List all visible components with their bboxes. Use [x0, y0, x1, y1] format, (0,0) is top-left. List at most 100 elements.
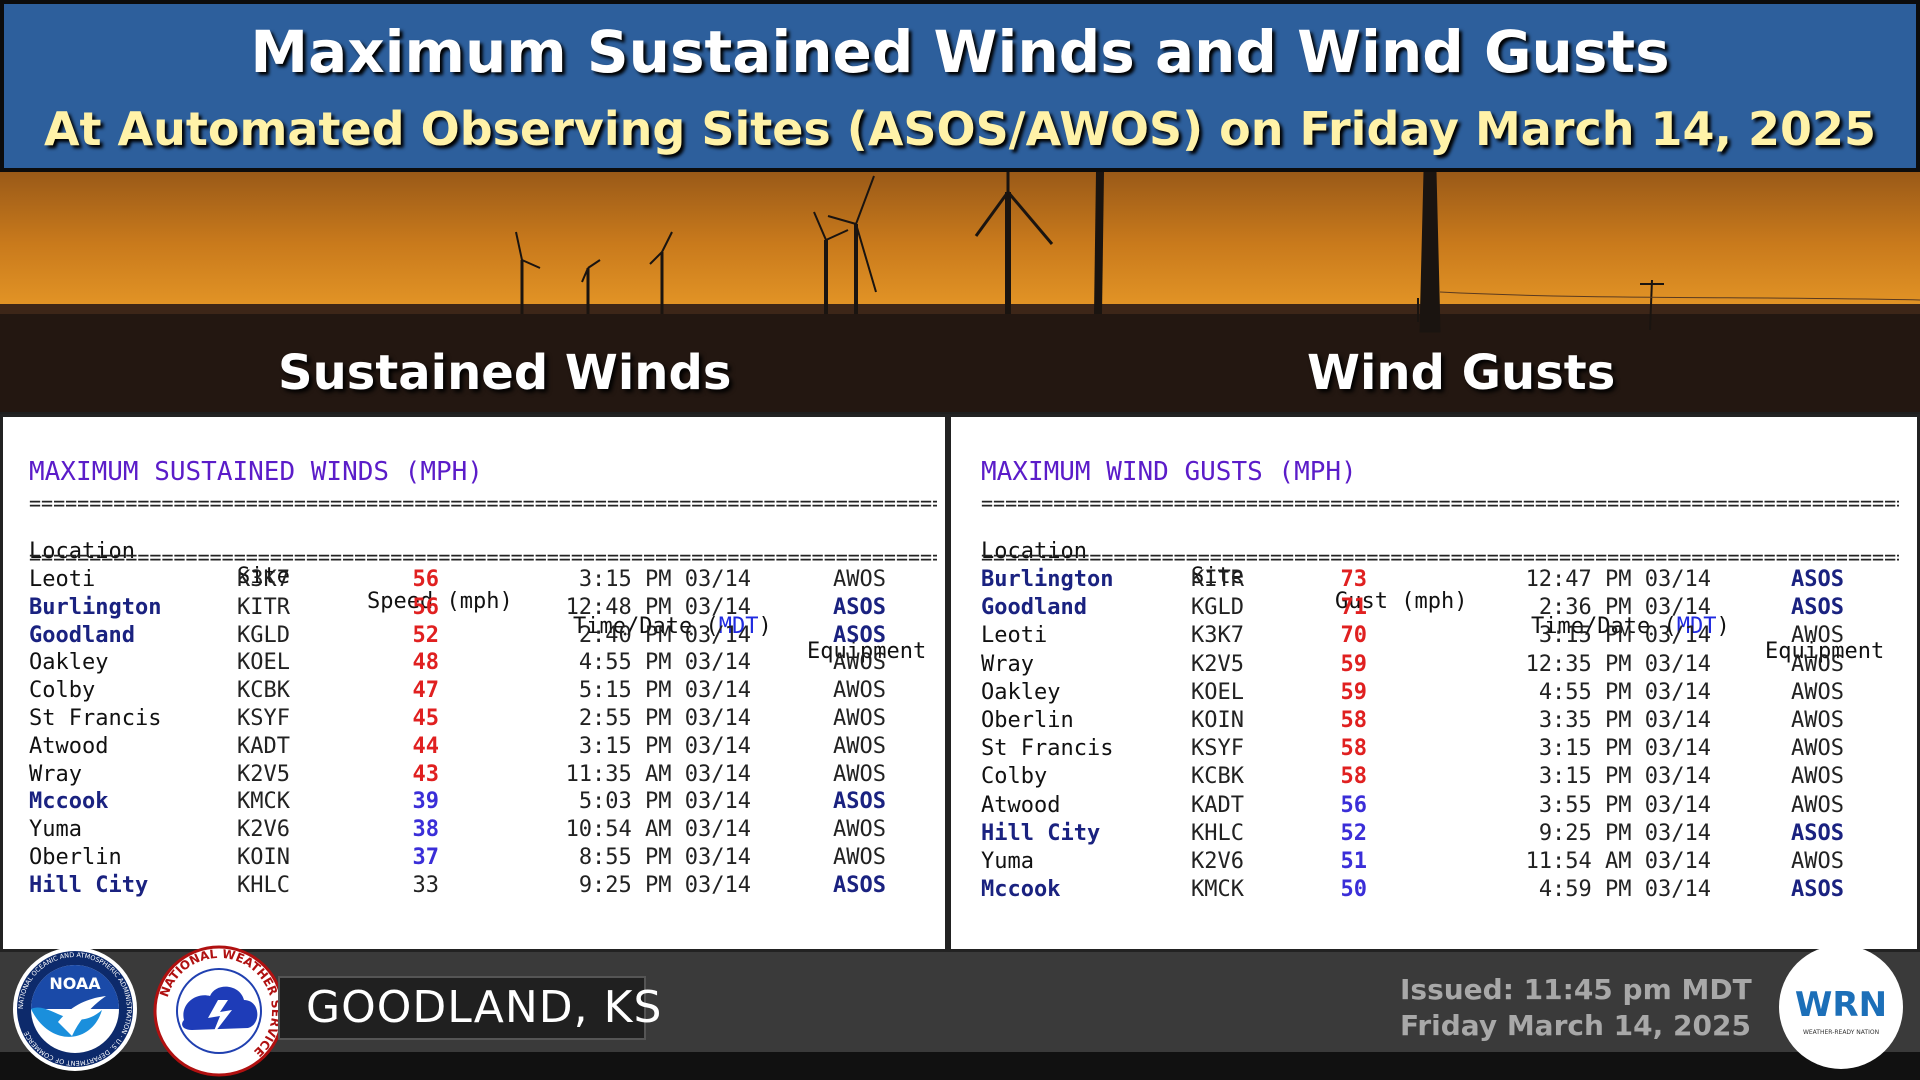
header-time-suffix: )	[1716, 614, 1730, 639]
cell-time: 3:15 PM 03/14	[1538, 764, 1711, 790]
table-row: Goodland KGLD 52 2:40 PM 03/14 ASOS	[3, 623, 945, 651]
cell-equipment: ASOS	[833, 594, 886, 620]
cell-value: 37	[412, 845, 440, 870]
cell-time: 2:55 PM 03/14	[578, 706, 751, 731]
cell-location: Atwood	[29, 733, 109, 759]
wind-gusts-label: Wind Gusts	[1307, 345, 1616, 401]
cell-time: 2:36 PM 03/14	[1538, 595, 1711, 621]
header-gust: Gust (mph)	[1335, 589, 1468, 614]
cell-location: Mccook	[981, 877, 1061, 903]
cell-value: 45	[412, 706, 440, 731]
office-location-box	[278, 976, 646, 1040]
cell-value: 56	[1340, 792, 1368, 818]
cell-time: 3:15 PM 03/14	[1538, 623, 1711, 649]
header-location: Location	[29, 539, 135, 564]
cell-site: KCBK	[1191, 764, 1244, 790]
cell-site: KOIN	[1191, 708, 1244, 733]
cell-site: KGLD	[1191, 595, 1244, 621]
sustained-winds-table: MAXIMUM SUSTAINED WINDS (MPH) ==========…	[0, 414, 948, 952]
table-row: Hill City KHLC 33 9:25 PM 03/14 ASOS	[3, 873, 945, 901]
cell-equipment: ASOS	[833, 622, 886, 648]
table-row: Atwood KADT 56 3:55 PM 03/14 AWOS	[951, 793, 1917, 821]
issued-date: Friday March 14, 2025	[1400, 1009, 1751, 1042]
issued-info: Issued: 11:45 pm MDT Friday March 14, 20…	[1400, 972, 1752, 1044]
wind-gusts-table: MAXIMUM WIND GUSTS (MPH) ===============…	[948, 414, 1920, 952]
cell-time: 3:15 PM 03/14	[578, 567, 751, 592]
cell-location: Colby	[29, 678, 96, 704]
table-row: Atwood KADT 44 3:15 PM 03/14 AWOS	[3, 734, 945, 762]
cell-location: Leoti	[29, 567, 96, 592]
cell-location: Burlington	[981, 567, 1114, 592]
cell-time: 9:25 PM 03/14	[578, 872, 751, 898]
cell-site: KMCK	[237, 789, 290, 815]
table-header: Location Site Gust (mph) Time/Date (MDT)…	[951, 514, 1920, 689]
cell-time: 11:54 AM 03/14	[1525, 849, 1711, 874]
cell-site: K2V6	[237, 817, 290, 843]
cell-value: 56	[412, 594, 440, 620]
table-row: Goodland KGLD 71 2:36 PM 03/14 ASOS	[951, 595, 1917, 623]
cell-location: Wray	[29, 761, 82, 787]
footer-bottom-strip	[0, 1052, 1920, 1080]
cell-equipment: ASOS	[1791, 877, 1844, 903]
noaa-logo-icon: NOAA NATIONAL OCEANIC AND ATMOSPHERIC AD…	[13, 947, 137, 1071]
nws-logo-icon: NATIONAL WEATHER SERVICE	[153, 945, 285, 1077]
table-row: Colby KCBK 58 3:15 PM 03/14 AWOS	[951, 764, 1917, 792]
cell-location: Goodland	[981, 595, 1087, 621]
cell-site: KADT	[237, 733, 290, 759]
cell-value: 71	[1340, 595, 1368, 621]
cell-equipment: AWOS	[1791, 623, 1844, 649]
cell-location: Burlington	[29, 594, 162, 620]
cell-site: KHLC	[1191, 820, 1244, 846]
cell-location: Yuma	[29, 817, 82, 843]
table-row: Hill City KHLC 52 9:25 PM 03/14 ASOS	[951, 821, 1917, 849]
cell-site: KOIN	[237, 845, 290, 870]
gusts-table-title: MAXIMUM WIND GUSTS (MPH)	[981, 457, 1357, 487]
cell-time: 4:59 PM 03/14	[1538, 877, 1711, 903]
office-location: GOODLAND, KS	[306, 982, 663, 1033]
cell-time: 10:54 AM 03/14	[565, 817, 751, 843]
cell-equipment: AWOS	[833, 845, 886, 870]
cell-equipment: AWOS	[1791, 679, 1844, 705]
header-time-prefix: Time/Date (	[573, 614, 719, 639]
cell-value: 44	[412, 733, 440, 759]
cell-site: KGLD	[237, 622, 290, 648]
table-row: St Francis KSYF 58 3:15 PM 03/14 AWOS	[951, 736, 1917, 764]
weather-ready-nation-logo-icon: WRN WEATHER-READY NATION	[1779, 945, 1903, 1069]
table-row: Leoti K3K7 56 3:15 PM 03/14 AWOS	[3, 567, 945, 595]
cell-location: Oakley	[29, 650, 109, 676]
cell-equipment: AWOS	[1791, 708, 1844, 733]
header-time-date: Time/Date (MDT)	[573, 614, 772, 639]
wrn-subtext: WEATHER-READY NATION	[1803, 1029, 1879, 1036]
cell-equipment: AWOS	[1791, 764, 1844, 790]
header-equipment: Equipment	[807, 639, 927, 664]
table-row: Mccook KMCK 39 5:03 PM 03/14 ASOS	[3, 789, 945, 817]
cell-equipment: AWOS	[833, 761, 886, 787]
issued-time: Issued: 11:45 pm MDT	[1400, 973, 1752, 1006]
cell-value: 52	[412, 622, 440, 648]
cell-site: KOEL	[1191, 679, 1244, 705]
cell-site: KCBK	[237, 678, 290, 704]
cell-location: Oakley	[981, 679, 1061, 705]
cell-site: K2V6	[1191, 849, 1244, 874]
cell-location: Oberlin	[981, 708, 1074, 733]
cell-time: 3:15 PM 03/14	[1538, 736, 1711, 762]
table-row: St Francis KSYF 45 2:55 PM 03/14 AWOS	[3, 706, 945, 734]
cell-time: 3:15 PM 03/14	[578, 733, 751, 759]
table-row: Yuma K2V6 51 11:54 AM 03/14 AWOS	[951, 849, 1917, 877]
cell-location: Colby	[981, 764, 1048, 790]
cell-equipment: ASOS	[833, 872, 886, 898]
cell-site: K2V5	[237, 761, 290, 787]
cell-value: 43	[412, 761, 440, 787]
cell-time: 5:03 PM 03/14	[578, 789, 751, 815]
cell-value: 70	[1340, 623, 1368, 649]
wind-turbines-silhouette	[0, 172, 1920, 412]
table-divider: ========================================…	[29, 493, 937, 513]
cell-equipment: AWOS	[833, 706, 886, 731]
table-row: Oberlin KOIN 37 8:55 PM 03/14 AWOS	[3, 845, 945, 873]
cell-value: 56	[412, 567, 440, 592]
noaa-wordmark: NOAA	[49, 974, 101, 993]
cell-site: KOEL	[237, 650, 290, 676]
cell-site: KMCK	[1191, 877, 1244, 903]
cell-value: 58	[1340, 736, 1368, 762]
table-row: Yuma K2V6 38 10:54 AM 03/14 AWOS	[3, 817, 945, 845]
